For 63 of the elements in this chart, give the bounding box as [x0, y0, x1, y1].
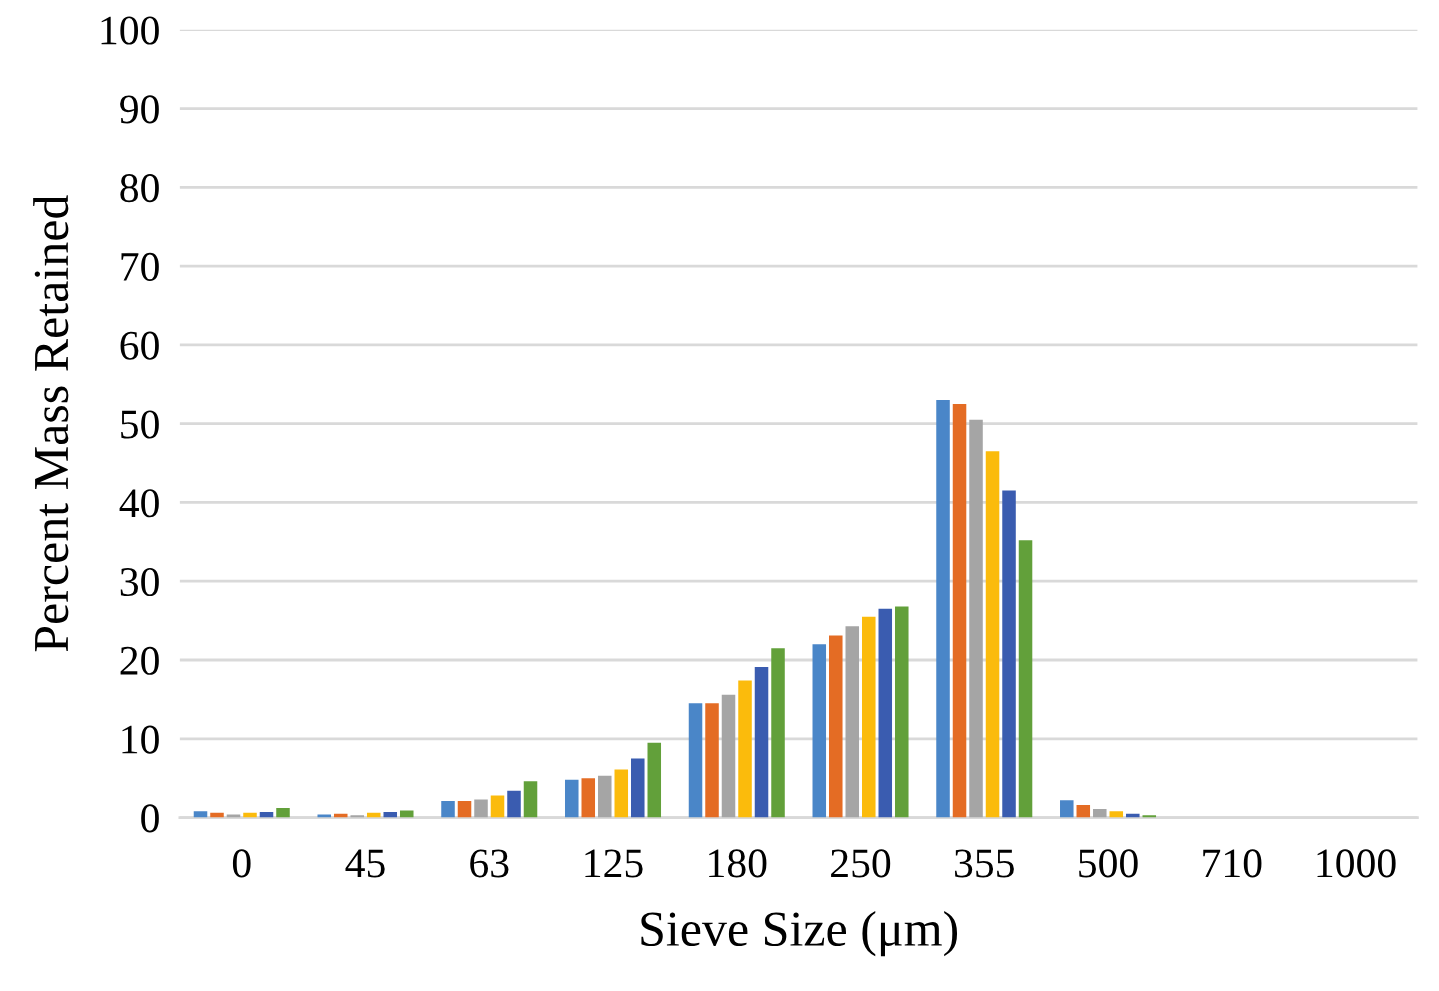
- bar: [812, 644, 827, 818]
- bar: [276, 808, 290, 818]
- y-tick-label: 100: [101, 16, 159, 45]
- bar: [193, 811, 208, 818]
- x-tick-label: 63: [470, 849, 509, 878]
- x-tick-label: 355: [955, 849, 1014, 878]
- bar: [383, 812, 398, 818]
- bar: [829, 635, 843, 818]
- bar: [705, 703, 719, 818]
- bar: [647, 742, 662, 818]
- x-tick-label: 45: [345, 849, 385, 878]
- bar: [565, 779, 579, 818]
- y-tick-label: 20: [120, 646, 159, 675]
- bar: [721, 694, 736, 818]
- bar: [457, 801, 472, 818]
- x-tick-label: 1000: [1317, 849, 1396, 878]
- bar: [985, 451, 1000, 818]
- x-tick-label: 180: [709, 849, 767, 878]
- y-tick-label: 60: [120, 331, 159, 360]
- bar: [614, 769, 629, 818]
- bar: [399, 810, 414, 818]
- bar: [1002, 490, 1016, 818]
- bar: [507, 790, 521, 818]
- bar: [1076, 804, 1091, 818]
- bar: [226, 814, 241, 818]
- bar: [936, 400, 950, 818]
- y-tick-label: 30: [120, 567, 159, 597]
- bar: [631, 758, 645, 818]
- y-tick-label: 40: [119, 489, 159, 518]
- bar: [952, 403, 967, 818]
- bar: [878, 608, 893, 818]
- x-tick-label: 0: [232, 849, 251, 878]
- bar: [862, 616, 876, 818]
- x-tick-label: 250: [831, 849, 891, 878]
- bar: [474, 799, 488, 818]
- x-tick-label: 710: [1203, 849, 1262, 878]
- bar: [598, 775, 612, 818]
- bar: [1060, 800, 1074, 818]
- bar: [1109, 811, 1124, 818]
- bar: [441, 801, 455, 818]
- bar: [969, 419, 983, 818]
- bar: [523, 781, 538, 818]
- bar: [771, 648, 785, 818]
- bar: [845, 626, 860, 818]
- bar: [317, 814, 332, 818]
- bar: [1018, 540, 1033, 818]
- x-tick-label: 500: [1079, 849, 1138, 878]
- x-tick-label: 125: [585, 849, 643, 878]
- y-tick-label: 80: [120, 174, 159, 203]
- bar: [738, 680, 752, 818]
- y-tick-label: 50: [121, 410, 159, 439]
- y-tick-label: 70: [121, 252, 159, 281]
- bar: [490, 795, 505, 818]
- y-tick-label: 90: [120, 95, 159, 124]
- x-axis-title: Sieve Size (μm): [641, 910, 958, 957]
- y-tick-label: 0: [141, 804, 159, 833]
- bar: [1093, 808, 1107, 818]
- bar: [895, 606, 909, 818]
- bar: [581, 778, 596, 818]
- bar: [754, 667, 769, 818]
- y-axis-title: Percent Mass Retained: [33, 195, 69, 652]
- y-tick-label: 10: [122, 725, 159, 754]
- bar: [688, 703, 703, 818]
